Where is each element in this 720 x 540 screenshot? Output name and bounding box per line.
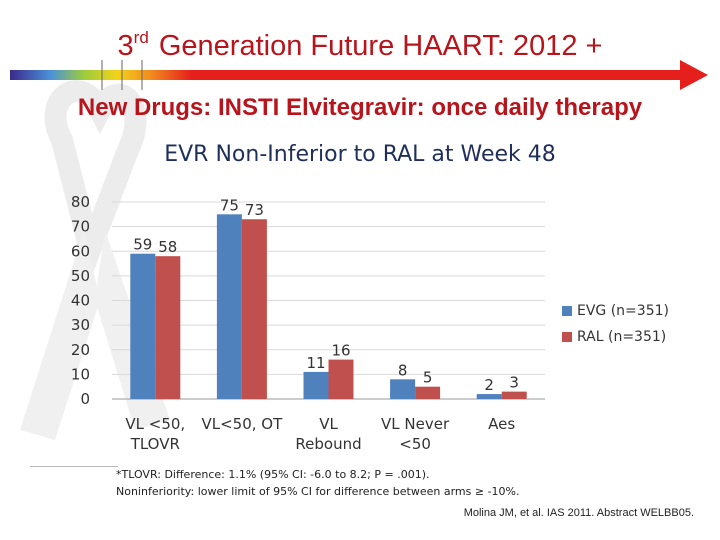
legend-label-ral: RAL (n=351) [577,329,667,345]
legend-item-evg: EVG (n=351) [562,298,669,324]
data-label: 58 [158,238,177,256]
data-label: 5 [423,369,433,387]
y-tick-label: 30 [71,316,90,334]
legend-label-evg: EVG (n=351) [577,303,669,319]
footnote: *TLOVR: Difference: 1.1% (95% CI: -6.0 t… [116,466,519,500]
y-tick-label: 60 [71,242,90,260]
footnote-line-1: *TLOVR: Difference: 1.1% (95% CI: -6.0 t… [116,468,430,481]
slide-title: 3rd Generation Future HAART: 2012 + [117,28,603,62]
citation: Molina JM, et al. IAS 2011. Abstract WEL… [463,507,694,519]
y-tick-label: 70 [71,218,90,236]
x-tick-label: Aes [488,415,515,433]
legend-item-ral: RAL (n=351) [562,324,669,350]
data-label: 8 [398,361,408,379]
data-label: 73 [245,201,264,219]
bar-evg [476,394,502,399]
data-label: 3 [509,374,519,392]
y-tick-label: 80 [71,193,90,211]
bar-ral [155,256,181,399]
x-tick-label: VL [319,415,338,433]
data-label: 2 [484,376,494,394]
bar-evg [216,214,242,399]
slide-subtitle: New Drugs: INSTI Elvitegravir: once dail… [77,94,643,121]
chart-legend: EVG (n=351) RAL (n=351) [562,298,669,350]
y-tick-label: 20 [71,341,90,359]
data-label: 59 [133,236,152,254]
rainbow-arrow [10,60,708,90]
legend-swatch-ral [562,332,572,342]
bar-ral [328,359,354,399]
bar-evg [130,253,156,399]
data-label: 11 [306,354,325,372]
x-tick-label: VL <50, [125,415,185,433]
legend-swatch-evg [562,306,572,316]
data-label: 16 [331,342,350,360]
data-label: 75 [220,196,239,214]
y-tick-label: 40 [71,292,90,310]
bar-ral [501,391,527,399]
bar-ral [241,219,267,399]
x-tick-label: Rebound [295,435,361,453]
footnote-line-2: Noninferiority: lower limit of 95% CI fo… [116,485,520,498]
x-tick-label: <50 [399,435,431,453]
bar-ral [415,386,441,399]
chart-title: EVR Non-Inferior to RAL at Week 48 [164,142,556,167]
bar-evg [303,371,329,399]
x-tick-label: TLOVR [130,435,180,453]
y-tick-label: 10 [71,365,90,383]
y-tick-label: 0 [80,390,90,408]
footnote-divider [30,466,118,467]
x-tick-label: VL<50, OT [202,415,284,433]
y-tick-label: 50 [71,267,90,285]
bar-evg [390,379,416,399]
x-tick-label: VL Never [381,415,450,433]
